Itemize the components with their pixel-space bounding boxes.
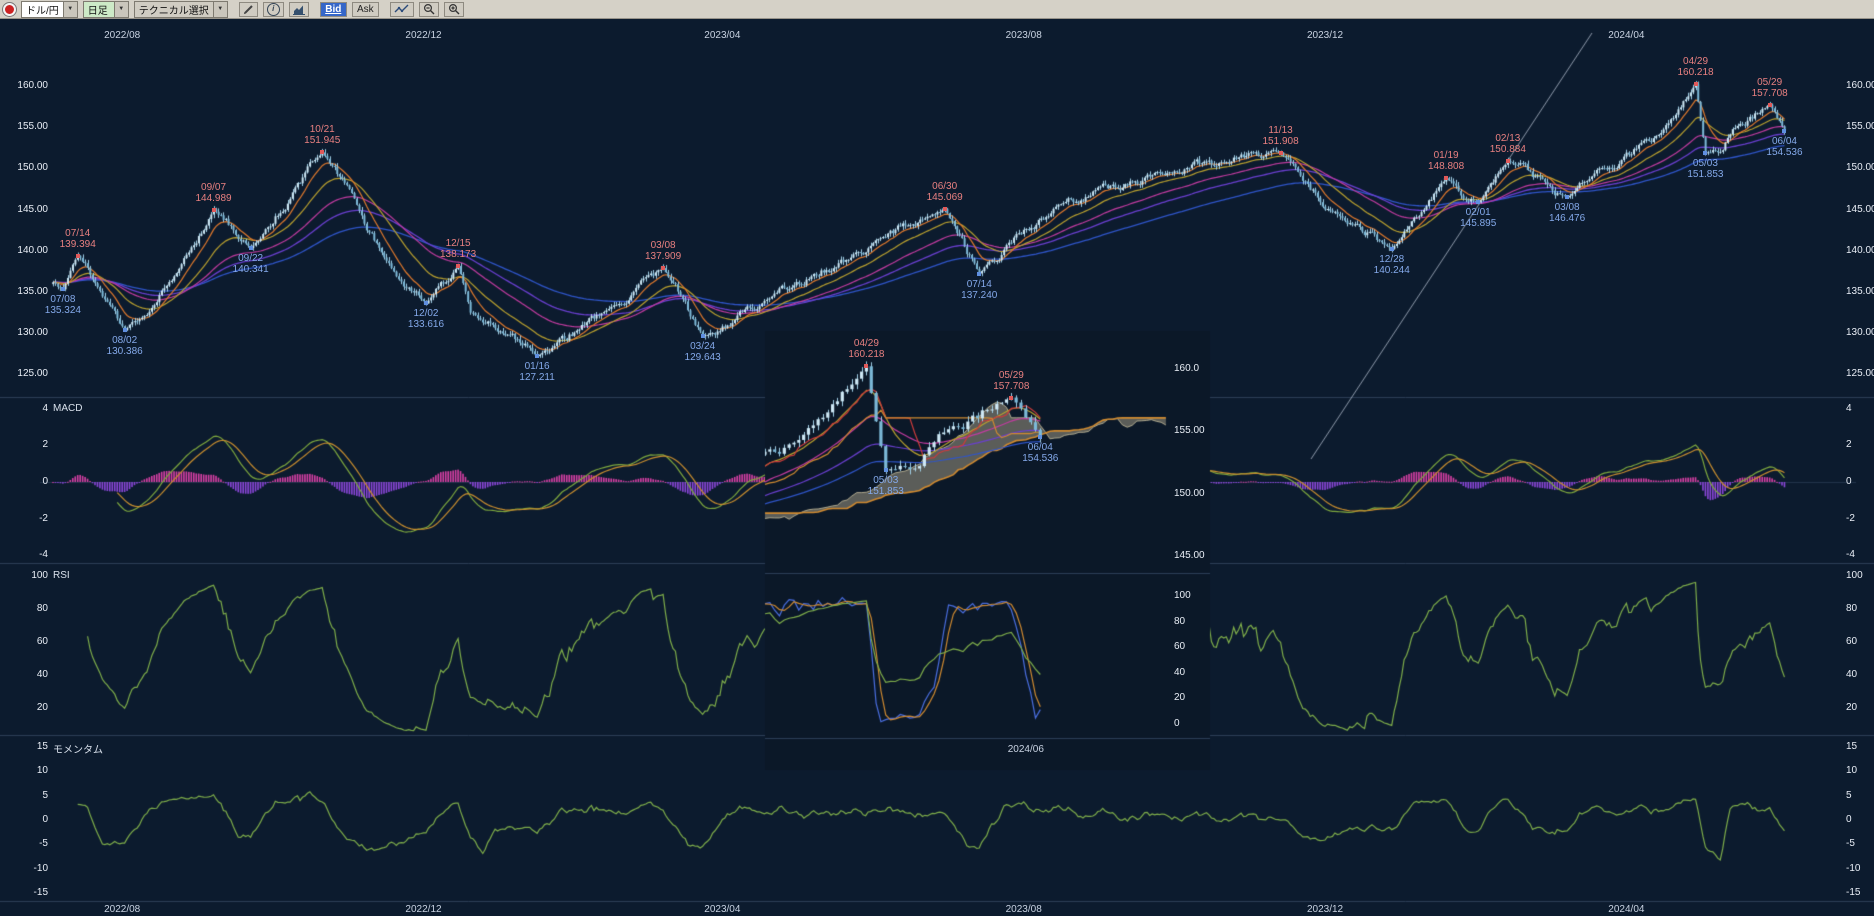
zoom-out-button[interactable] [418, 1, 439, 17]
pair-select-value: ドル/円 [26, 5, 59, 17]
line-chart-button[interactable] [389, 1, 414, 17]
pair-select[interactable]: ドル/円 ▼ [21, 0, 78, 18]
chevron-down-icon[interactable]: ▼ [62, 1, 77, 17]
technical-select[interactable]: テクニカル選択 ▼ [133, 0, 228, 18]
chevron-down-icon[interactable]: ▼ [212, 1, 227, 17]
zoom-out-icon [423, 3, 435, 15]
chevron-down-icon[interactable]: ▼ [113, 1, 128, 17]
ask-button[interactable]: Ask [351, 1, 379, 17]
chart-area: 160.00 160.00 155.00 155.00 150.00 150.00 145.… [0, 19, 1874, 916]
chart-style-button[interactable] [288, 1, 309, 17]
info-icon: i [266, 2, 280, 16]
timeframe-select[interactable]: 日足 ▼ [82, 0, 129, 18]
technical-select-value: テクニカル選択 [134, 1, 213, 17]
price-chart-canvas[interactable] [0, 19, 1874, 916]
line-chart-icon [394, 4, 409, 12]
zoom-in-icon [448, 3, 460, 15]
app-logo-icon [3, 2, 16, 16]
inset-zoom-window[interactable] [765, 331, 1210, 770]
pencil-icon [243, 4, 253, 14]
bid-button[interactable]: Bid [319, 1, 347, 17]
info-button[interactable]: i [262, 1, 284, 17]
area-chart-icon [292, 5, 305, 15]
zoom-in-button[interactable] [443, 1, 464, 17]
draw-tool-button[interactable] [238, 1, 258, 17]
toolbar: ドル/円 ▼ 日足 ▼ テクニカル選択 ▼ i Bid Ask [0, 0, 1874, 19]
timeframe-select-value: 日足 [83, 1, 114, 17]
